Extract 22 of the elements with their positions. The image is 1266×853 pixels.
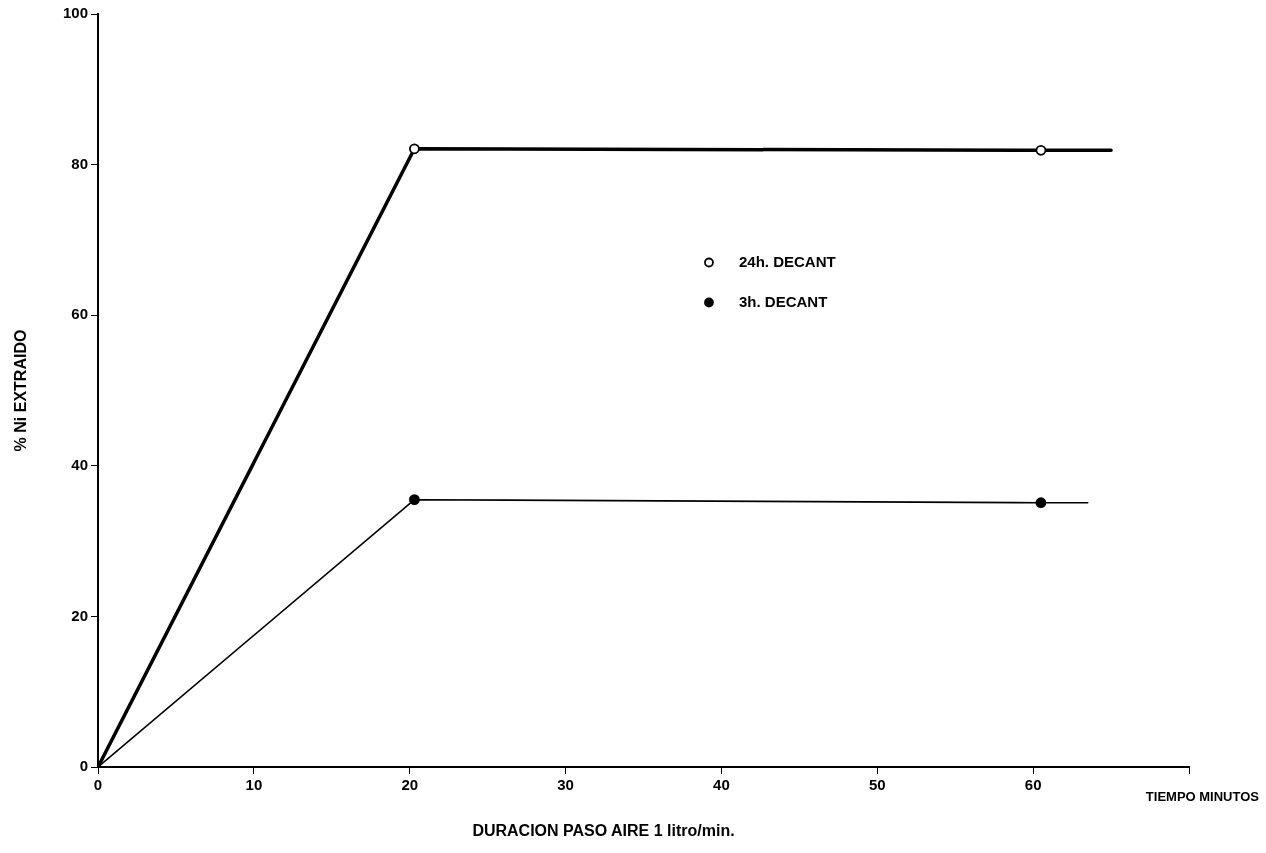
text: TIEMPO MINUTOS bbox=[1145, 788, 1260, 804]
point bbox=[409, 494, 420, 506]
x-tick-label: 0 bbox=[93, 776, 103, 794]
point bbox=[1035, 144, 1047, 156]
x-tick-label: 50 bbox=[868, 776, 886, 794]
y-tick-label: 0 bbox=[79, 757, 89, 775]
point bbox=[1035, 497, 1047, 509]
x-axis-title: DURACION PASO AIRE 1 litro/min. bbox=[472, 822, 735, 840]
x-tick-label: 60 bbox=[1024, 776, 1042, 794]
x-tick-label: 40 bbox=[713, 776, 730, 794]
point bbox=[409, 143, 420, 155]
x-tick-label: 10 bbox=[245, 776, 263, 794]
x-tick-label: 30 bbox=[557, 776, 574, 794]
y-tick-label: 100 bbox=[63, 4, 89, 22]
x-tick-label: 20 bbox=[401, 776, 419, 794]
legend-label: 3h. DECANT bbox=[738, 292, 828, 310]
y-tick-label: 40 bbox=[71, 455, 89, 473]
y-axis-title: % Ni EXTRAIDO bbox=[12, 329, 30, 452]
y-tick-label: 60 bbox=[71, 305, 89, 323]
y-tick-label: 80 bbox=[71, 154, 89, 172]
y-tick-label: 20 bbox=[71, 606, 89, 624]
legend-label: 24h. DECANT bbox=[738, 252, 836, 270]
